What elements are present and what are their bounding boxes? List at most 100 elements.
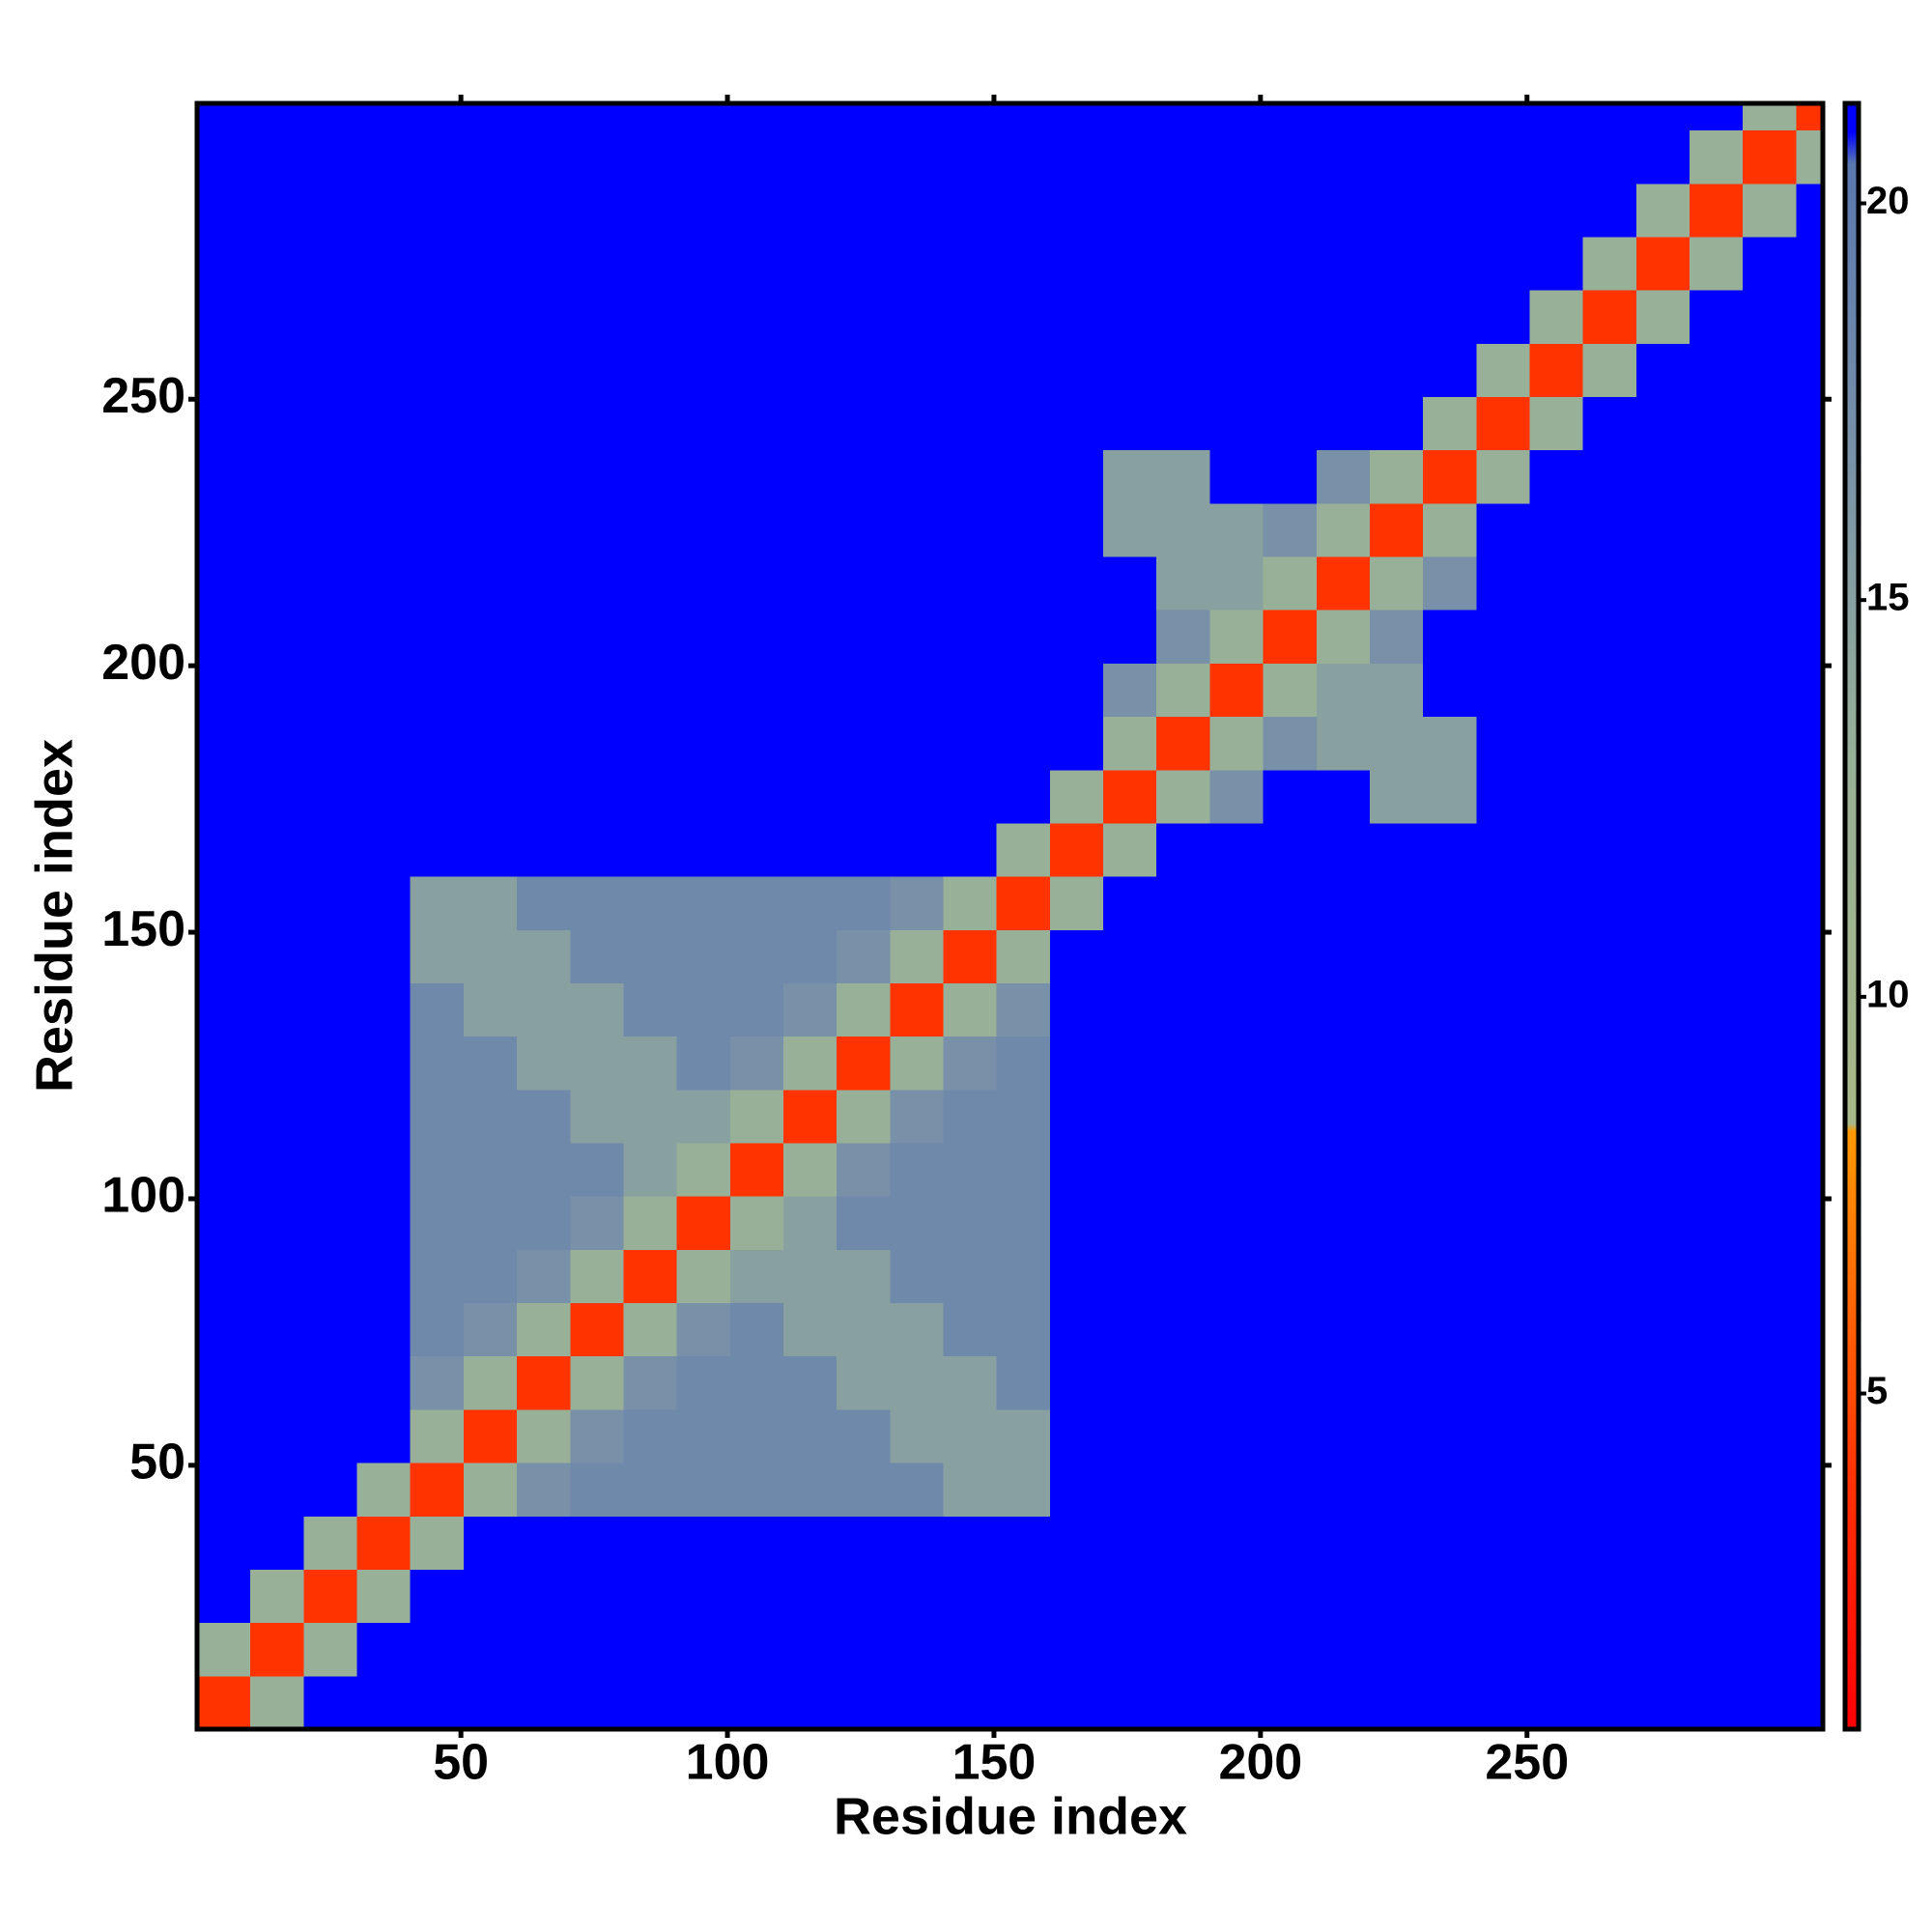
heatmap-cell [1796,663,1824,718]
heatmap-cell [1796,1196,1824,1250]
heatmap-cell [676,1516,731,1570]
heatmap-cell [410,1463,465,1517]
heatmap-cell [1423,1089,1477,1144]
heatmap-cell [729,769,784,824]
heatmap-cell [1690,822,1744,877]
heatmap-cell [1635,1675,1690,1730]
heatmap-cell [1316,1355,1371,1410]
heatmap-cell [303,1355,358,1410]
heatmap-cell [1635,822,1690,877]
heatmap-cell [1529,1089,1584,1144]
heatmap-cell [1103,1569,1157,1624]
heatmap-cell [623,822,678,877]
heatmap-cell [676,183,731,238]
heatmap-cell [463,982,518,1037]
heatmap-cell [463,1036,518,1091]
heatmap-cell [1209,1143,1264,1197]
heatmap-cell [463,1463,518,1517]
heatmap-cell [1476,663,1531,718]
heatmap-cell [1743,1355,1797,1410]
heatmap-cell [782,663,838,718]
heatmap-cell [1103,290,1157,344]
heatmap-cell [1582,449,1637,504]
heatmap-cell [729,1143,784,1197]
heatmap-cell [1316,1089,1371,1144]
heatmap-cell [1423,663,1477,718]
heatmap-cell [1635,769,1690,824]
heatmap-cell [1103,1675,1157,1730]
heatmap-cell [517,396,571,451]
heatmap-cell [996,876,1051,930]
heatmap-cell [197,1355,251,1410]
heatmap-cell [623,1249,678,1304]
heatmap-cell [1796,876,1824,930]
heatmap-cell [729,1302,784,1357]
heatmap-cell [1209,129,1264,185]
heatmap-cell [250,1675,304,1730]
heatmap-cell [356,183,412,238]
heatmap-cell [1316,1463,1371,1517]
heatmap-cell [890,1249,945,1304]
heatmap-cell [837,982,891,1037]
heatmap-cell [303,1463,358,1517]
heatmap-cell [1263,236,1318,291]
heatmap-cell [837,502,891,557]
heatmap-cell [410,129,465,185]
heatmap-cell [890,343,945,397]
heatmap-cell [250,610,304,664]
heatmap-cell [837,1622,891,1677]
heatmap-cell [250,663,304,718]
heatmap-cell [1156,449,1210,504]
heatmap-cell [782,1036,838,1091]
heatmap-cell [1690,1302,1744,1357]
heatmap-cell [1582,1143,1637,1197]
heatmap-cell [356,822,412,877]
heatmap-cell [356,556,412,611]
heatmap-cell [1049,236,1104,291]
heatmap-cell [1369,1143,1424,1197]
heatmap-cell [1209,610,1264,664]
heatmap-cell [1796,1675,1824,1730]
heatmap-cell [1263,982,1318,1037]
x-tick-label: 250 [1485,1735,1569,1791]
heatmap-cell [1423,929,1477,983]
heatmap-cell [782,1569,838,1624]
heatmap-cell [890,876,945,930]
heatmap-cell [1103,556,1157,611]
heatmap-cell [837,1196,891,1250]
heatmap-cell [943,982,998,1037]
heatmap-cell [1316,1143,1371,1197]
heatmap-cell [996,1675,1051,1730]
heatmap-cell [943,1408,998,1463]
heatmap-cell [1529,1196,1584,1250]
heatmap-cell [1156,236,1210,291]
heatmap-cell [1635,129,1690,185]
heatmap-cell [1316,290,1371,344]
heatmap-cell [676,1675,731,1730]
heatmap-cell [463,183,518,238]
heatmap-cell [1103,236,1157,291]
heatmap-cell [250,876,304,930]
heatmap-cell [1369,449,1424,504]
heatmap-cell [1316,449,1371,504]
heatmap-cell [1103,129,1157,185]
heatmap-cell [1316,502,1371,557]
heatmap-cell [303,183,358,238]
heatmap-cell [1156,103,1210,131]
heatmap-cell [1103,982,1157,1037]
heatmap-cell [623,929,678,983]
heatmap-cell [356,1408,412,1463]
heatmap-cell [303,502,358,557]
heatmap-cell [1743,183,1797,238]
heatmap-cell [250,396,304,451]
heatmap-cell [1103,343,1157,397]
heatmap-cell [410,769,465,824]
heatmap-cell [837,290,891,344]
heatmap-cell [782,1408,838,1463]
heatmap-cell [1582,1408,1637,1463]
heatmap-cell [303,876,358,930]
heatmap-cell [996,396,1051,451]
heatmap-cell [1209,982,1264,1037]
heatmap-cell [250,716,304,771]
heatmap-cell [1263,1463,1318,1517]
